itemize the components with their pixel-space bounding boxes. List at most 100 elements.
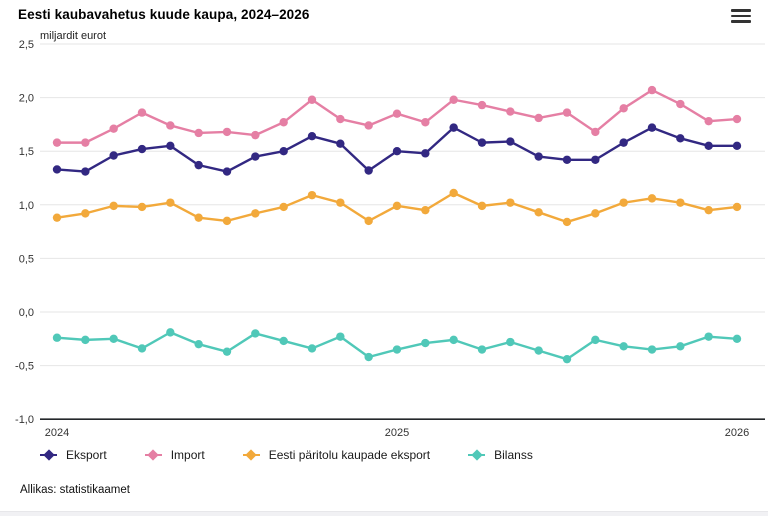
data-point-import[interactable]	[109, 124, 118, 133]
data-point-eesti-p-ritolu-kaupade-eksport[interactable]	[109, 201, 118, 211]
data-point-import[interactable]	[591, 127, 600, 137]
data-point-eesti-p-ritolu-kaupade-eksport[interactable]	[477, 201, 487, 211]
data-point-eksport[interactable]	[392, 147, 402, 156]
data-point-eesti-p-ritolu-kaupade-eksport[interactable]	[52, 213, 62, 222]
data-point-import[interactable]	[251, 130, 260, 140]
data-point-bilanss[interactable]	[109, 334, 118, 343]
data-point-bilanss[interactable]	[166, 328, 175, 337]
data-point-eesti-p-ritolu-kaupade-eksport[interactable]	[392, 201, 402, 211]
data-point-eesti-p-ritolu-kaupade-eksport[interactable]	[506, 198, 515, 207]
data-point-import[interactable]	[676, 99, 685, 109]
data-point-eksport[interactable]	[279, 147, 288, 156]
data-point-eesti-p-ritolu-kaupade-eksport[interactable]	[222, 216, 232, 226]
data-point-eesti-p-ritolu-kaupade-eksport[interactable]	[704, 205, 713, 215]
data-point-import[interactable]	[336, 114, 345, 124]
data-point-eesti-p-ritolu-kaupade-eksport[interactable]	[307, 190, 317, 200]
data-point-import[interactable]	[506, 107, 515, 116]
data-point-import[interactable]	[732, 114, 742, 124]
data-point-eksport[interactable]	[307, 131, 317, 141]
data-point-import[interactable]	[81, 138, 90, 147]
data-point-bilanss[interactable]	[137, 344, 147, 353]
data-point-bilanss[interactable]	[647, 345, 657, 354]
data-point-eesti-p-ritolu-kaupade-eksport[interactable]	[81, 209, 90, 218]
legend-item-bilanss[interactable]: Bilanss	[468, 448, 533, 462]
data-point-eksport[interactable]	[732, 141, 742, 151]
data-point-eesti-p-ritolu-kaupade-eksport[interactable]	[562, 217, 572, 227]
data-point-bilanss[interactable]	[307, 344, 317, 353]
data-point-import[interactable]	[534, 113, 543, 123]
data-point-eksport[interactable]	[619, 138, 628, 147]
data-point-bilanss[interactable]	[534, 346, 543, 355]
data-point-eesti-p-ritolu-kaupade-eksport[interactable]	[647, 194, 657, 203]
data-point-eksport[interactable]	[194, 160, 203, 170]
data-point-eesti-p-ritolu-kaupade-eksport[interactable]	[619, 198, 628, 207]
data-point-eksport[interactable]	[477, 138, 487, 147]
data-point-bilanss[interactable]	[591, 335, 600, 345]
data-point-eksport[interactable]	[52, 165, 62, 174]
data-point-bilanss[interactable]	[52, 333, 62, 342]
data-point-eksport[interactable]	[81, 167, 90, 176]
data-point-eksport[interactable]	[336, 139, 345, 148]
data-point-bilanss[interactable]	[562, 354, 572, 364]
data-point-import[interactable]	[364, 121, 373, 130]
data-point-bilanss[interactable]	[81, 335, 90, 345]
data-point-import[interactable]	[392, 109, 402, 118]
data-point-import[interactable]	[619, 104, 628, 113]
data-point-eksport[interactable]	[222, 167, 232, 176]
data-point-eesti-p-ritolu-kaupade-eksport[interactable]	[534, 208, 543, 217]
data-point-bilanss[interactable]	[449, 335, 458, 345]
data-point-eksport[interactable]	[562, 155, 572, 164]
data-point-import[interactable]	[52, 138, 62, 147]
data-point-bilanss[interactable]	[336, 332, 345, 341]
data-point-eesti-p-ritolu-kaupade-eksport[interactable]	[166, 198, 175, 207]
data-point-import[interactable]	[137, 108, 147, 117]
data-point-eksport[interactable]	[506, 137, 515, 146]
data-point-eksport[interactable]	[704, 141, 713, 151]
data-point-bilanss[interactable]	[279, 336, 288, 346]
data-point-import[interactable]	[421, 118, 430, 127]
data-point-eksport[interactable]	[137, 144, 147, 154]
data-point-import[interactable]	[704, 116, 713, 126]
data-point-eksport[interactable]	[647, 123, 657, 132]
data-point-eksport[interactable]	[421, 149, 430, 158]
data-point-bilanss[interactable]	[194, 339, 203, 349]
data-point-eesti-p-ritolu-kaupade-eksport[interactable]	[449, 188, 458, 198]
data-point-eksport[interactable]	[251, 152, 260, 161]
data-point-eesti-p-ritolu-kaupade-eksport[interactable]	[279, 202, 288, 212]
data-point-import[interactable]	[477, 100, 487, 110]
data-point-eesti-p-ritolu-kaupade-eksport[interactable]	[421, 205, 430, 215]
data-point-bilanss[interactable]	[477, 345, 487, 354]
data-point-eesti-p-ritolu-kaupade-eksport[interactable]	[591, 209, 600, 218]
data-point-eksport[interactable]	[166, 141, 175, 151]
data-point-import[interactable]	[562, 108, 572, 117]
data-point-bilanss[interactable]	[619, 342, 628, 351]
legend-item-eesti-p-ritolu-kaupade-eksport[interactable]: Eesti päritolu kaupade eksport	[242, 448, 430, 462]
data-point-bilanss[interactable]	[506, 337, 515, 347]
data-point-import[interactable]	[449, 95, 458, 104]
data-point-bilanss[interactable]	[251, 329, 260, 338]
data-point-eksport[interactable]	[449, 123, 458, 132]
data-point-bilanss[interactable]	[392, 345, 402, 354]
data-point-eksport[interactable]	[676, 134, 685, 143]
data-point-bilanss[interactable]	[732, 334, 742, 343]
data-point-import[interactable]	[194, 128, 203, 138]
data-point-import[interactable]	[647, 85, 657, 95]
data-point-eesti-p-ritolu-kaupade-eksport[interactable]	[194, 213, 203, 222]
data-point-bilanss[interactable]	[704, 332, 713, 341]
data-point-import[interactable]	[307, 95, 317, 104]
data-point-eesti-p-ritolu-kaupade-eksport[interactable]	[732, 202, 742, 212]
chart-menu-button[interactable]	[729, 6, 753, 26]
data-point-eesti-p-ritolu-kaupade-eksport[interactable]	[364, 216, 373, 226]
data-point-import[interactable]	[222, 127, 232, 137]
legend-item-import[interactable]: Import	[144, 448, 205, 462]
data-point-eksport[interactable]	[534, 152, 543, 161]
data-point-eesti-p-ritolu-kaupade-eksport[interactable]	[137, 202, 147, 212]
data-point-import[interactable]	[166, 121, 175, 130]
data-point-eesti-p-ritolu-kaupade-eksport[interactable]	[336, 198, 345, 207]
data-point-bilanss[interactable]	[364, 352, 373, 362]
data-point-eksport[interactable]	[364, 166, 373, 175]
data-point-bilanss[interactable]	[222, 347, 232, 356]
data-point-eksport[interactable]	[109, 151, 118, 160]
data-point-eesti-p-ritolu-kaupade-eksport[interactable]	[251, 209, 260, 218]
data-point-eksport[interactable]	[591, 155, 600, 164]
